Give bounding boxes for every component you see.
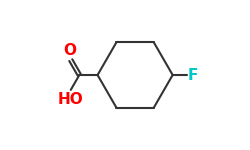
Text: F: F bbox=[188, 68, 198, 82]
Text: HO: HO bbox=[57, 92, 83, 107]
Text: O: O bbox=[64, 43, 76, 58]
